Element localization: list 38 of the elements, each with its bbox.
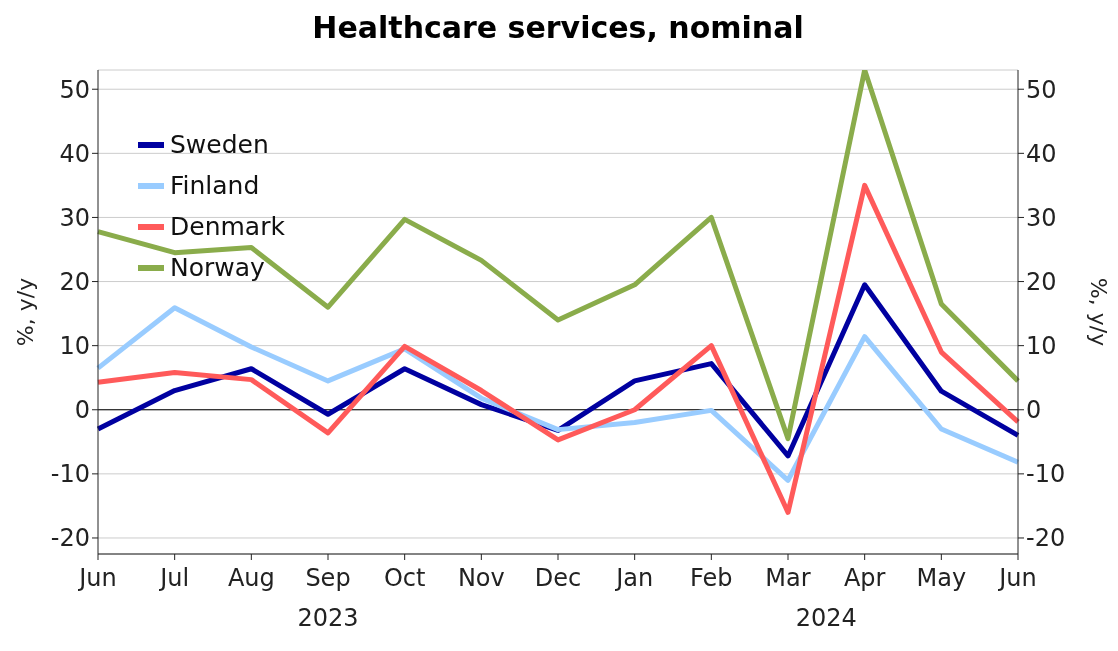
x-tick-label: Mar	[765, 564, 811, 592]
chart-title: Healthcare services, nominal	[311, 9, 805, 47]
x-tick-label: May	[916, 564, 967, 592]
text: 2024	[795, 604, 857, 632]
y2-tick-label: 0	[1026, 396, 1042, 425]
y-tick-label: 50	[59, 75, 90, 104]
y-tick-label: -20	[50, 524, 90, 553]
y-tick-label: -10	[50, 460, 90, 489]
x-tick-label: Nov	[457, 564, 505, 592]
y-tick-label: 10	[59, 332, 90, 361]
y2-tick-label: 40	[1026, 139, 1057, 168]
legend-label: Norway	[169, 252, 266, 284]
x-tick-label: Apr	[843, 564, 886, 592]
x-tick-label: Sep	[305, 564, 351, 592]
x-tick-label: Jun	[997, 564, 1037, 592]
y-axis-title: %, y/y	[12, 277, 38, 347]
x-tick-label: Feb	[690, 564, 733, 592]
y2-tick-label: -10	[1026, 460, 1066, 489]
x-tick-label: Jul	[158, 564, 190, 592]
legend-label: Sweden	[169, 129, 270, 161]
y-tick-label: 0	[74, 396, 90, 425]
x-tick-label: Jun	[77, 564, 117, 592]
x-tick-label: Aug	[227, 564, 275, 592]
y2-tick-label: 10	[1026, 332, 1057, 361]
y2-tick-label: -20	[1026, 524, 1066, 553]
x-tick-label: Dec	[534, 564, 582, 592]
y2-tick-label: 50	[1026, 75, 1057, 104]
x-tick-label: Jan	[614, 564, 654, 592]
y2-tick-label: 20	[1026, 268, 1057, 297]
y-tick-label: 40	[59, 139, 90, 168]
y2-tick-label: 30	[1026, 203, 1057, 232]
y-tick-label: 30	[59, 203, 90, 232]
y2-axis-title: %, y/y	[1086, 277, 1112, 347]
legend-label: Denmark	[169, 211, 285, 243]
legend-label: Finland	[169, 170, 261, 202]
text: 2023	[297, 604, 359, 632]
x-tick-label: Oct	[383, 564, 426, 592]
y-tick-label: 20	[59, 268, 90, 297]
